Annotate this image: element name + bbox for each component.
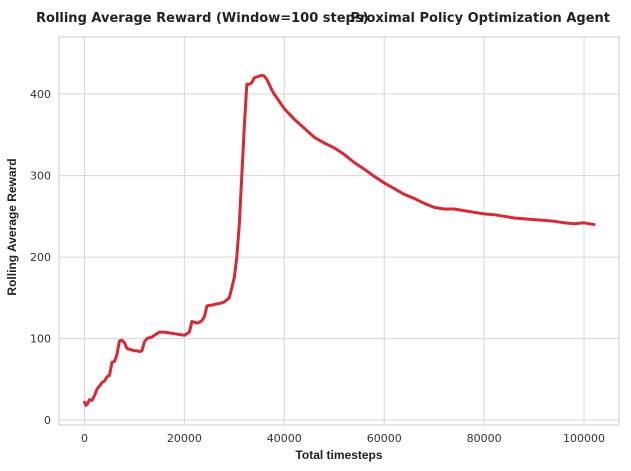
- reward-series-line: [83, 73, 596, 407]
- x-tick-label: 0: [81, 432, 88, 445]
- x-axis-label: Total timesteps: [295, 448, 382, 462]
- x-tick-label: 100000: [563, 432, 605, 445]
- chart-title: Rolling Average Reward (Window=100 steps…: [36, 11, 369, 26]
- chart-subtitle: Proximal Policy Optimization Agent: [351, 11, 611, 26]
- x-tick-label: 60000: [367, 432, 402, 445]
- y-tick-label: 200: [30, 251, 51, 264]
- y-tick-label: 100: [30, 333, 51, 346]
- x-tick-label: 20000: [167, 432, 202, 445]
- y-tick-label: 300: [30, 170, 51, 183]
- tick-labels: 0 20000 40000 60000 80000 100000 0 100 200 300 400: [30, 88, 605, 445]
- y-tick-label: 0: [44, 414, 51, 427]
- x-tick-label: 40000: [267, 432, 302, 445]
- series-layer: [83, 73, 596, 407]
- grid: [59, 37, 619, 425]
- y-axis-label: Rolling Average Reward: [5, 158, 19, 295]
- x-tick-label: 80000: [467, 432, 502, 445]
- plot-area-frame: [58, 36, 620, 426]
- y-tick-label: 400: [30, 88, 51, 101]
